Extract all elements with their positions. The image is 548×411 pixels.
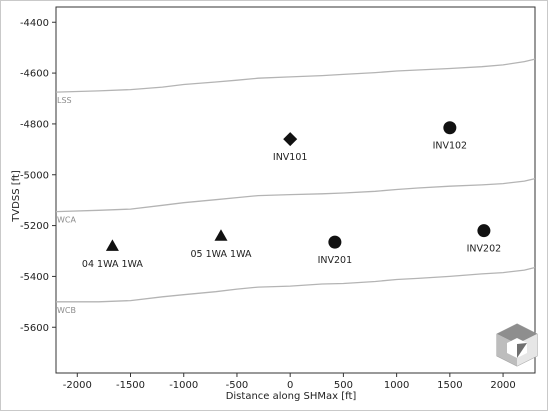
marker-circle (443, 121, 457, 135)
x-tick-label: -500 (226, 380, 249, 391)
y-tick-label: -5000 (20, 170, 49, 181)
y-tick-label: -5600 (20, 323, 49, 334)
y-axis-title: TVDSS [ft] (11, 170, 22, 223)
x-tick-label: -1000 (169, 380, 198, 391)
x-tick-label: 1000 (384, 380, 409, 391)
point-label: INV101 (273, 152, 308, 163)
horizon-label-wca: WCA (57, 216, 76, 225)
data-points: 04 1WA 1WA 05 1WA 1WA INV101 INV102 INV201 IN… (82, 121, 501, 270)
y-tick-label: -4600 (20, 69, 49, 80)
point-label: INV102 (433, 141, 468, 152)
axes: -2000 -1500 -1000 -500 0 500 1000 1500 2000-4400… (20, 6, 536, 391)
x-tick-label: -2000 (63, 380, 92, 391)
marker-circle (477, 224, 491, 238)
plot-area-border (55, 6, 536, 374)
horizon-line-wca (55, 177, 536, 213)
horizon-line-wcb (56, 266, 536, 303)
point-label: INV201 (318, 255, 353, 266)
x-tick-label: 0 (287, 380, 293, 391)
horizon-label-lss: LSS (57, 96, 72, 105)
horizon-lines: LSS WCA WCB (55, 58, 536, 315)
point-label: INV202 (467, 244, 502, 255)
x-tick-label: -1500 (116, 380, 145, 391)
point-label: 04 1WA 1WA (82, 259, 143, 270)
horizon-line-lss (55, 58, 536, 93)
x-axis-title: Distance along SHMax [ft] (226, 391, 357, 402)
marker-triangle (214, 229, 228, 241)
x-tick-label: 1500 (437, 380, 462, 391)
horizon-label-wcb: WCB (57, 306, 76, 315)
point-label: 05 1WA 1WA (191, 249, 252, 260)
y-tick-label: -5200 (20, 221, 49, 232)
marker-triangle (105, 239, 119, 251)
marker-diamond (283, 132, 298, 147)
x-tick-label: 500 (334, 380, 353, 391)
cube-logo-icon (496, 323, 538, 367)
y-tick-label: -4800 (20, 119, 49, 130)
y-tick-label: -4400 (20, 18, 49, 29)
y-tick-label: -5400 (20, 272, 49, 283)
x-tick-label: 2000 (490, 380, 515, 391)
marker-circle (328, 235, 342, 249)
